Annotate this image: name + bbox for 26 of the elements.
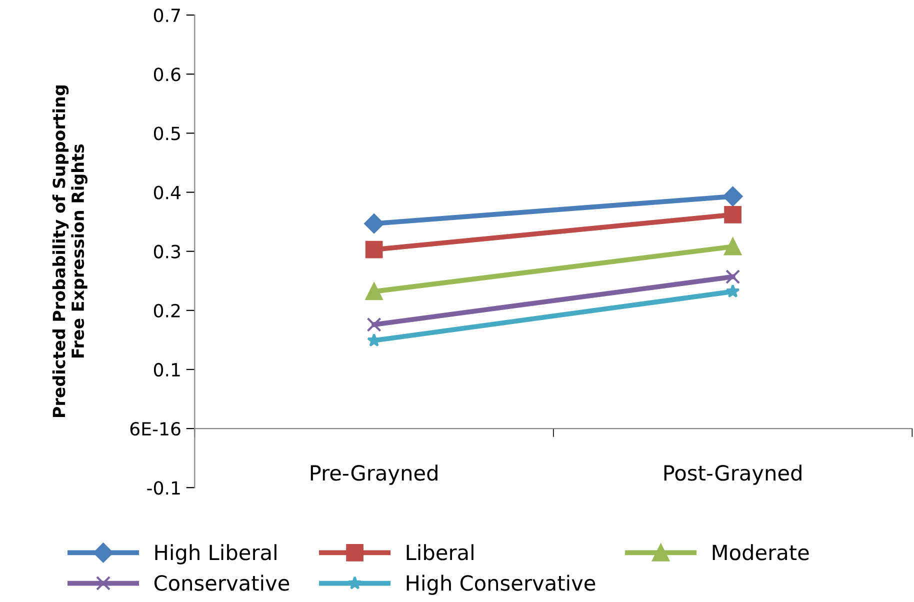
legend-label: High Liberal bbox=[155, 544, 276, 564]
y-tick-label: 6E-16 bbox=[130, 422, 180, 436]
point bbox=[726, 269, 740, 284]
legend-label: Conservative bbox=[154, 574, 290, 591]
y-tick-label: 0.4 bbox=[154, 186, 180, 200]
point bbox=[365, 240, 383, 258]
y-tick-label: 0.3 bbox=[154, 244, 180, 258]
point bbox=[364, 214, 384, 234]
legend-label: Liberal bbox=[406, 544, 474, 560]
legend-label: Moderate bbox=[712, 544, 809, 560]
legend-label: High Conservative bbox=[406, 574, 596, 595]
y-tick-label: 0.5 bbox=[154, 126, 180, 140]
point bbox=[726, 284, 740, 298]
y-axis-title: Predicted Probability of Supporting Free Expression Rights bbox=[52, 86, 88, 418]
y-tick-label: 0.2 bbox=[154, 304, 180, 318]
y-tick-label: 0.6 bbox=[154, 68, 180, 82]
y-tick-label: 0.7 bbox=[154, 8, 180, 22]
y-tick-label: 0.1 bbox=[154, 362, 180, 377]
point bbox=[724, 238, 742, 256]
y-tick-label: -0.1 bbox=[147, 481, 180, 495]
point bbox=[724, 206, 742, 224]
point bbox=[366, 317, 382, 332]
point bbox=[722, 186, 743, 206]
point bbox=[365, 282, 383, 300]
x-tick-label: Post-Grayned bbox=[664, 464, 802, 485]
x-tick-label: Pre-Grayned bbox=[310, 464, 438, 485]
